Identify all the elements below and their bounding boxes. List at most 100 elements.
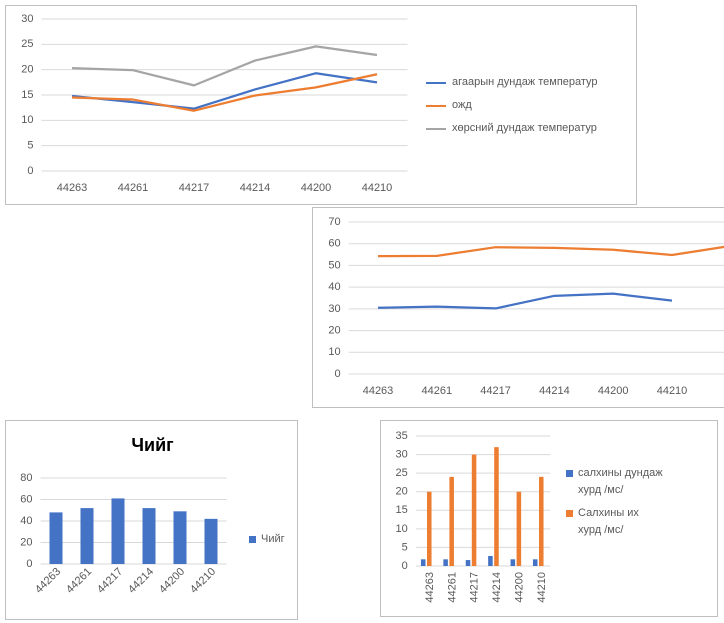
- legend-item: Салхины их хурд /мс/: [566, 505, 666, 539]
- y-tick-label: 60: [328, 238, 340, 250]
- chart-frame: Чийг 0 20 40 60 80 44263 44261 44217 44214 44200 44…: [5, 420, 298, 620]
- y-tick-label: 20: [20, 536, 32, 548]
- bar: [173, 511, 187, 564]
- x-tick-label: 44214: [491, 572, 503, 603]
- y-tick-label: 80: [20, 472, 32, 484]
- chart-frame: 0 10 20 30 40 50 60 70 44263 44261 44217 44214 44200…: [312, 207, 724, 408]
- legend-swatch: [426, 82, 446, 84]
- y-tick-label: 0: [27, 165, 33, 177]
- x-tick-label: 44217: [480, 385, 511, 397]
- bar: [465, 560, 471, 566]
- bar: [204, 518, 218, 564]
- y-tick-label: 15: [21, 89, 33, 101]
- x-tick-label: 44217: [179, 182, 210, 194]
- y-tick-label: 5: [27, 140, 33, 152]
- legend-swatch: [426, 105, 446, 107]
- legend-item: салхины дундаж хурд /мс/: [566, 465, 666, 499]
- y-tick-label: 30: [396, 448, 408, 460]
- y-tick-label: 20: [328, 324, 340, 336]
- line-series: [71, 73, 378, 112]
- y-tick-label: 35: [396, 430, 408, 442]
- bar: [427, 491, 432, 566]
- y-tick-label: 60: [20, 493, 32, 505]
- chart-frame: 0 5 10 15 20 25 30 44263 44261 44217 44214 44200 442…: [5, 5, 637, 205]
- x-tick-label: 44261: [422, 385, 453, 397]
- x-tick-label: 44200: [301, 182, 332, 194]
- x-tick-label: 44214: [126, 566, 156, 596]
- x-tick-label: 44263: [424, 572, 436, 603]
- y-tick-label: 0: [334, 368, 340, 380]
- x-tick-label: 44210: [657, 385, 688, 397]
- chart-title: Чийг: [131, 435, 174, 455]
- legend-label: хөрсний дундаж температур: [452, 122, 597, 134]
- bar: [80, 508, 94, 564]
- x-tick-label: 44210: [188, 566, 218, 596]
- legend: Чийг: [249, 531, 297, 554]
- bar: [532, 559, 538, 566]
- x-tick-label: 44263: [57, 182, 88, 194]
- y-tick-label: 0: [402, 560, 408, 572]
- x-tick-label: 44214: [539, 385, 570, 397]
- legend-label: салхины дундаж хурд /мс/: [578, 467, 663, 496]
- y-tick-label: 25: [396, 467, 408, 479]
- chart: 0 5 10 15 20 25 30 35 44263 44261 44217 44214 44200 4…: [396, 430, 551, 603]
- chart: 0 10 20 30 40 50 60 70 44263 44261 44217 44214 44200…: [328, 216, 724, 397]
- bar: [488, 555, 493, 566]
- x-tick-label: 44200: [514, 572, 526, 603]
- bar: [471, 454, 477, 566]
- legend-item: агаарын дундаж температур: [426, 74, 631, 91]
- y-tick-label: 20: [21, 64, 33, 76]
- legend: салхины дундаж хурд /мс/Салхины их хурд …: [566, 465, 666, 545]
- x-tick-label: 44200: [157, 566, 187, 596]
- legend-label: Чийг: [261, 533, 285, 545]
- bar: [516, 491, 522, 566]
- x-tick-label: 44214: [240, 182, 271, 194]
- legend-label: ожд: [452, 99, 472, 111]
- y-tick-label: 40: [20, 515, 32, 527]
- line-series: [377, 292, 673, 310]
- bar: [449, 476, 454, 566]
- y-tick-label: 30: [328, 303, 340, 315]
- line-series: [377, 245, 724, 258]
- y-tick-label: 10: [396, 523, 408, 535]
- bar: [494, 447, 499, 566]
- chart: Чийг 0 20 40 60 80 44263 44261 44217 44214 44200 44…: [20, 435, 227, 596]
- y-tick-label: 25: [21, 38, 33, 50]
- x-tick-label: 44217: [95, 566, 125, 596]
- bar: [539, 476, 544, 566]
- y-tick-label: 15: [396, 504, 408, 516]
- legend: агаарын дундаж температур ожд хөрсний дунд…: [426, 74, 631, 143]
- legend-item: хөрсний дундаж температур: [426, 120, 631, 137]
- x-tick-label: 44210: [536, 572, 548, 603]
- bar: [510, 559, 516, 566]
- legend-label: агаарын дундаж температур: [452, 76, 598, 88]
- y-tick-label: 70: [328, 216, 340, 228]
- x-tick-label: 44263: [363, 385, 394, 397]
- x-tick-label: 44200: [598, 385, 629, 397]
- bar: [420, 559, 426, 566]
- legend-swatch: [249, 536, 256, 543]
- legend-swatch: [566, 510, 573, 517]
- chart: 0 5 10 15 20 25 30 44263 44261 44217 44214 44200 442…: [21, 13, 408, 194]
- bar: [111, 498, 125, 564]
- line-series: [71, 72, 378, 110]
- x-tick-label: 44263: [33, 566, 63, 596]
- bar: [443, 559, 448, 566]
- legend-item: ожд: [426, 97, 631, 114]
- y-tick-label: 0: [26, 558, 32, 570]
- legend-swatch: [566, 470, 573, 477]
- x-tick-label: 44217: [469, 572, 481, 603]
- chart-frame: 0 5 10 15 20 25 30 35 44263 44261 44217 44214 44200 4…: [380, 420, 718, 617]
- x-tick-label: 44261: [118, 182, 149, 194]
- legend-item: Чийг: [249, 531, 297, 548]
- y-tick-label: 40: [328, 281, 340, 293]
- legend-label: Салхины их хурд /мс/: [578, 507, 639, 536]
- line-series: [71, 45, 378, 87]
- x-tick-label: 44261: [64, 566, 94, 596]
- bar: [142, 508, 156, 564]
- y-tick-label: 30: [21, 13, 33, 25]
- x-tick-label: 44261: [446, 572, 458, 603]
- y-tick-label: 20: [396, 486, 408, 498]
- y-tick-label: 50: [328, 259, 340, 271]
